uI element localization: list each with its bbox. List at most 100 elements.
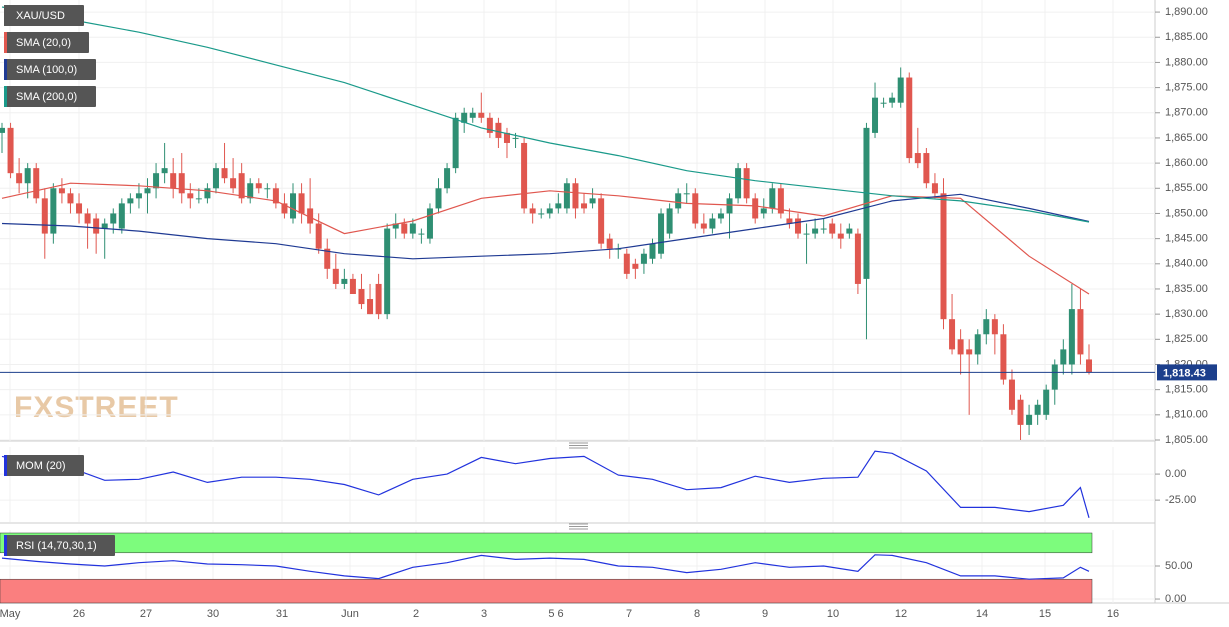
legend-label: MOM (20): [16, 460, 66, 472]
candle-body: [247, 183, 254, 199]
candle-body: [1000, 334, 1007, 380]
candle-body: [478, 112, 485, 118]
candle-body: [238, 173, 245, 199]
candle-body: [598, 198, 605, 244]
candle-body: [572, 183, 579, 209]
candle-body: [683, 193, 690, 195]
candle-body: [341, 278, 348, 284]
candle-body: [409, 223, 416, 234]
candle-body: [846, 228, 853, 234]
candle-body: [581, 203, 588, 209]
x-tick-label: 30: [207, 608, 219, 620]
candle-body: [58, 188, 65, 194]
y-tick-label: 1,835.00: [1165, 283, 1208, 295]
legend-item[interactable]: RSI (14,70,30,1): [4, 535, 115, 556]
candle-body: [760, 208, 767, 214]
candle-body: [7, 127, 14, 174]
x-tick-label: May: [0, 608, 21, 620]
candle-body: [93, 218, 100, 234]
candle-body: [392, 223, 399, 229]
y-tick-label: 1,845.00: [1165, 233, 1208, 245]
legend-swatch: [4, 455, 7, 476]
candle-body: [76, 203, 83, 214]
candle-body: [170, 173, 177, 189]
candle-body: [221, 168, 228, 179]
candle-body: [384, 228, 391, 315]
candle-body: [127, 198, 134, 204]
legend-item[interactable]: SMA (200,0): [4, 86, 96, 107]
legend-item[interactable]: XAU/USD: [4, 5, 84, 26]
candle-body: [418, 233, 425, 235]
panel-handle[interactable]: [569, 442, 588, 449]
candle-body: [563, 183, 570, 209]
candle-body: [735, 168, 742, 199]
candle-body: [230, 178, 237, 189]
candle-body: [538, 213, 545, 215]
legend-item[interactable]: SMA (20,0): [4, 32, 89, 53]
candle-body: [332, 268, 339, 284]
candle-body: [272, 188, 279, 204]
indicator-line: [1, 193, 1090, 260]
legend-box: [4, 5, 84, 26]
candle-body: [84, 213, 91, 224]
candle-body: [726, 198, 733, 214]
candle-body: [503, 132, 510, 143]
candle-body: [521, 142, 528, 209]
legend-label: SMA (200,0): [16, 91, 77, 103]
candle-body: [307, 208, 314, 224]
y-tick-label: 1,815.00: [1165, 384, 1208, 396]
indicator-line: [1, 554, 1090, 580]
y-tick-label: 0.00: [1165, 468, 1186, 480]
candle-body: [991, 319, 998, 335]
y-tick-label: 1,880.00: [1165, 56, 1208, 68]
candle-body: [178, 173, 185, 194]
candle-body: [1008, 379, 1015, 410]
candle-body: [135, 193, 142, 199]
candle-body: [204, 188, 211, 199]
candle-body: [777, 188, 784, 214]
candle-body: [16, 173, 23, 184]
x-tick-label: 2: [413, 608, 419, 620]
x-tick-label: 15: [1039, 608, 1051, 620]
candle-body: [435, 188, 442, 209]
legend-label: SMA (20,0): [16, 37, 71, 49]
x-tick-label: 16: [1107, 608, 1119, 620]
y-tick-label: 1,885.00: [1165, 31, 1208, 43]
panel-handle[interactable]: [569, 523, 588, 530]
candle-body: [444, 168, 451, 189]
candle-body: [931, 183, 938, 194]
x-tick-label: 5 6: [548, 608, 563, 620]
x-tick-label: 10: [827, 608, 839, 620]
candle-body: [290, 193, 297, 219]
y-tick-label: 1,890.00: [1165, 6, 1208, 18]
candle-body: [1086, 359, 1092, 373]
y-tick-label: 1,850.00: [1165, 207, 1208, 219]
candle-body: [709, 218, 716, 229]
legend-item[interactable]: SMA (100,0): [4, 59, 96, 80]
candle-body: [794, 218, 801, 234]
candle-body: [1026, 414, 1033, 425]
candle-body: [110, 213, 117, 224]
candle-body: [632, 263, 639, 269]
candle-body: [717, 213, 724, 219]
candle-body: [940, 193, 947, 320]
x-tick-label: 9: [762, 608, 768, 620]
candle-body: [837, 233, 844, 239]
candle-body: [367, 299, 374, 315]
candle-body: [889, 97, 896, 103]
candle-body: [1043, 389, 1050, 415]
x-tick-label: 7: [626, 608, 632, 620]
candle-body: [880, 102, 887, 104]
legend-box: [4, 59, 96, 80]
x-tick-label: 12: [895, 608, 907, 620]
candle-body: [803, 233, 810, 235]
candle-body: [914, 153, 921, 164]
candle-body: [923, 153, 930, 184]
x-tick-label: 8: [694, 608, 700, 620]
candle-body: [255, 183, 262, 189]
candle-body: [161, 168, 168, 174]
candle-body: [623, 253, 630, 274]
legend-item[interactable]: MOM (20): [4, 455, 84, 476]
candle-body: [606, 238, 613, 249]
candle-body: [752, 198, 759, 219]
